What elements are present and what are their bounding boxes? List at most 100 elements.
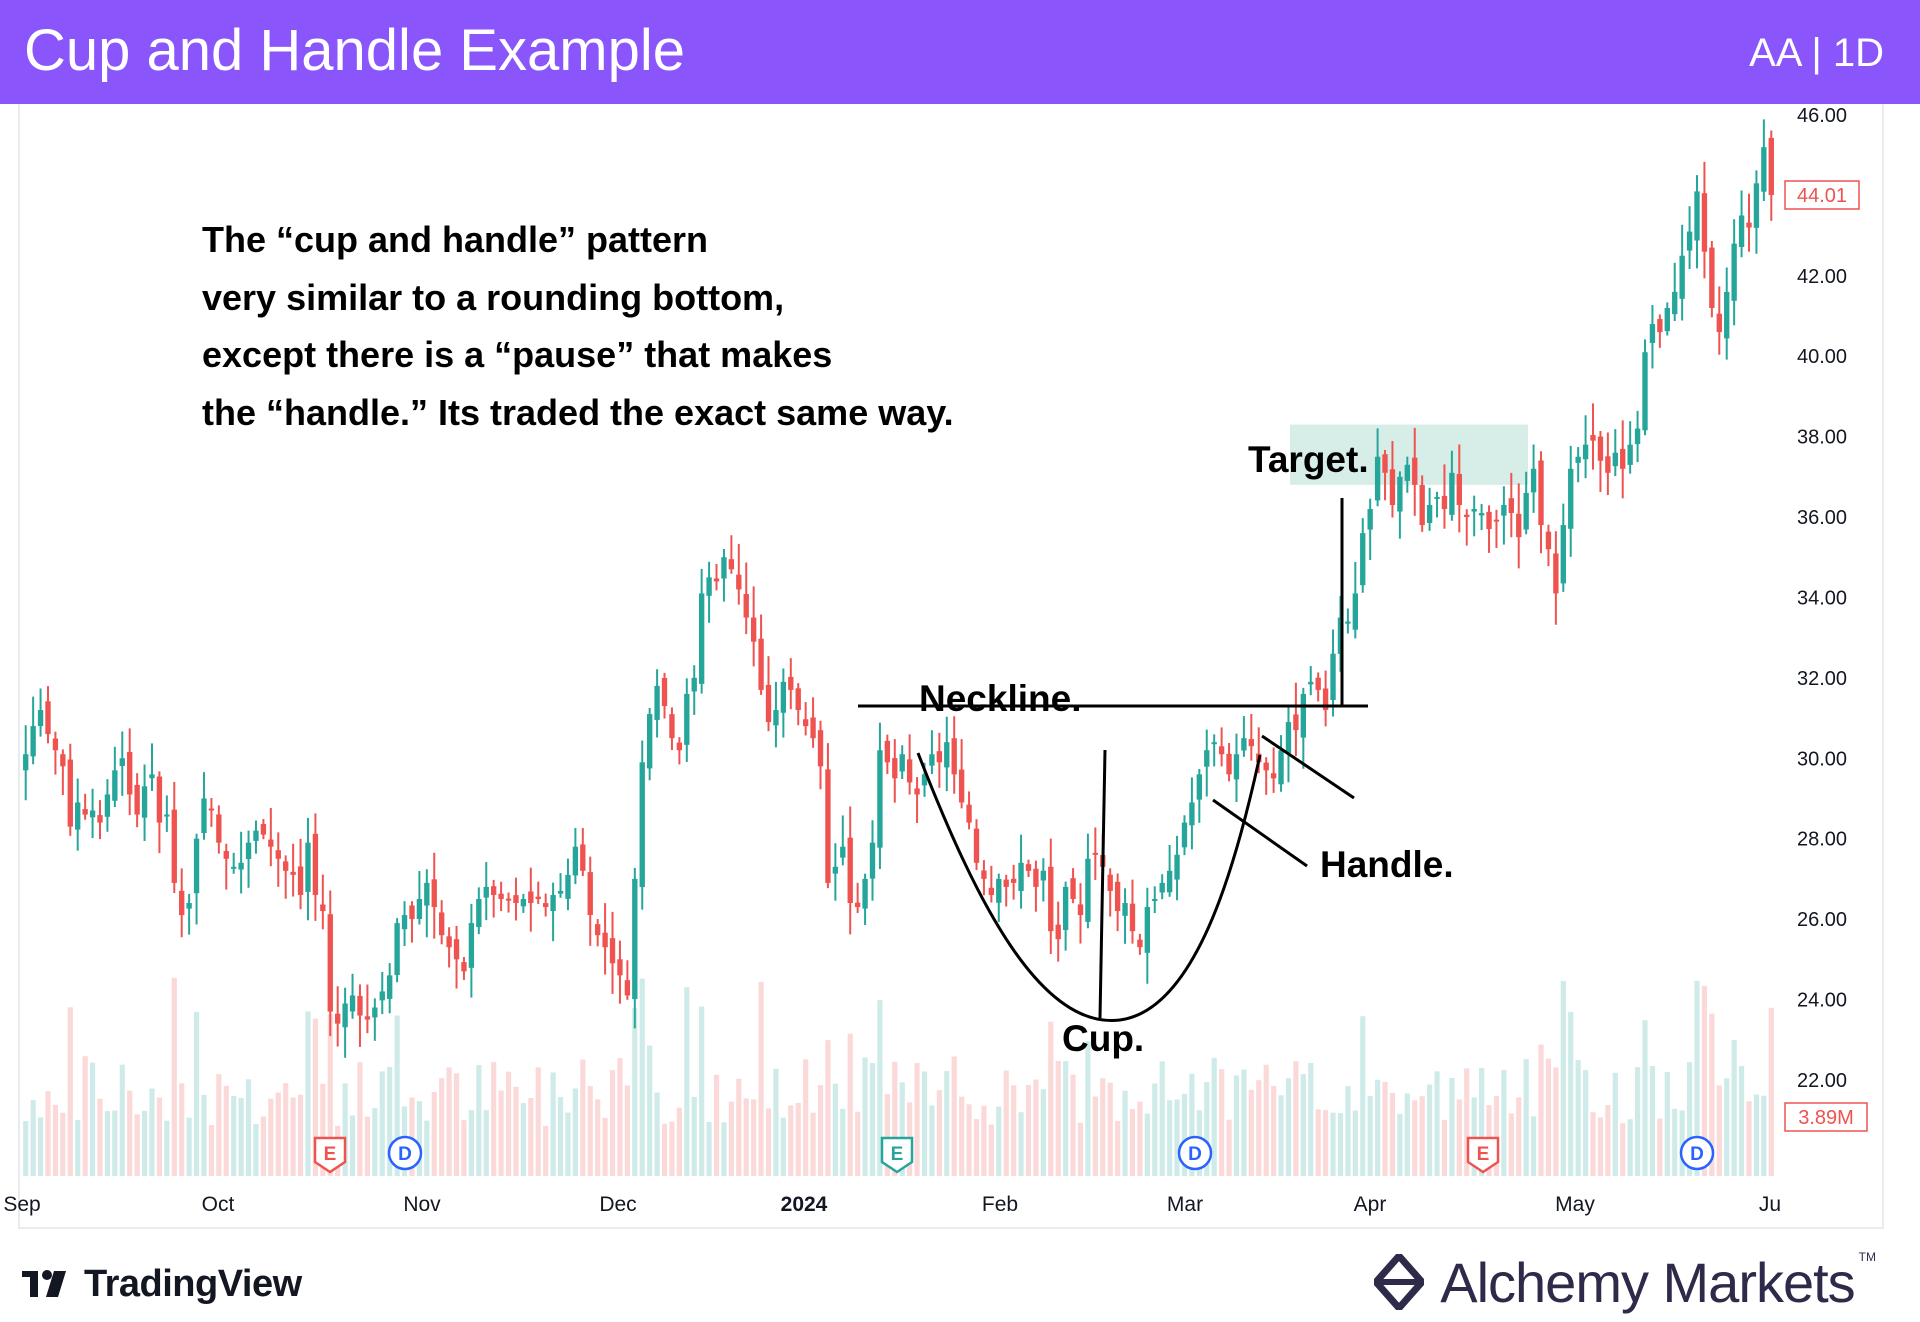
volume-bar xyxy=(164,1120,170,1176)
volume-bar xyxy=(1397,1113,1403,1176)
candle-body xyxy=(1003,879,1009,887)
candle-body xyxy=(884,740,891,763)
volume-bar xyxy=(543,1125,549,1176)
candle-body xyxy=(1114,881,1121,912)
candle-body xyxy=(713,578,720,582)
last-volume-label: 3.89M xyxy=(1798,1107,1854,1129)
volume-bar xyxy=(639,978,645,1176)
volume-bar xyxy=(751,1099,757,1176)
volume-bar xyxy=(981,1105,987,1176)
volume-bar xyxy=(260,1116,267,1176)
candle-body xyxy=(572,846,579,876)
candle-body xyxy=(156,776,163,823)
candle-body xyxy=(892,758,898,779)
candle-body xyxy=(899,754,905,772)
volume-bar xyxy=(721,1122,727,1176)
volume-bar xyxy=(1724,1078,1730,1176)
earnings-icon-label: E xyxy=(324,1144,337,1165)
candle-body xyxy=(401,915,408,930)
volume-bar xyxy=(632,1007,638,1176)
volume-bar xyxy=(550,1072,556,1176)
candle-body xyxy=(1367,509,1373,530)
volume-bar xyxy=(431,1091,437,1176)
price-axis: 46.00 44.01 42.00 40.00 38.00 36.00 34.00 32.00… xyxy=(1784,105,1868,1132)
volume-bar xyxy=(817,1085,824,1176)
volume-bar xyxy=(1367,1096,1373,1176)
candle-body xyxy=(1464,514,1470,518)
volume-bar xyxy=(1263,1064,1269,1176)
candle-body xyxy=(661,677,668,706)
volume-bar xyxy=(1360,1016,1366,1176)
candle-body xyxy=(505,898,512,901)
volume-bar xyxy=(1100,1078,1106,1176)
volume-bar xyxy=(1419,1096,1425,1176)
candle-body xyxy=(1270,773,1277,779)
volume-bar xyxy=(297,1094,304,1176)
candle-body xyxy=(869,842,876,879)
time-tick-label: Ju xyxy=(1759,1193,1781,1216)
volume-bar xyxy=(45,1091,51,1176)
candle-body xyxy=(802,719,809,727)
candle-body xyxy=(1233,754,1240,780)
candle-body xyxy=(550,894,556,912)
volume-bar xyxy=(996,1106,1002,1176)
candle-body xyxy=(535,896,541,899)
volume-bar xyxy=(461,1120,467,1176)
candle-body xyxy=(1605,456,1611,473)
candle-body xyxy=(914,788,920,795)
price-tick-label: 30.00 xyxy=(1797,748,1847,770)
candle-body xyxy=(929,754,935,766)
candle-body xyxy=(431,879,437,908)
price-tick-label: 28.00 xyxy=(1797,829,1847,851)
volume-bar xyxy=(1746,1101,1752,1176)
volume-bar xyxy=(1070,1074,1076,1176)
volume-bar xyxy=(1620,1123,1626,1176)
symbol-interval: AA | 1D xyxy=(1749,31,1884,75)
volume-bar xyxy=(1753,1094,1760,1176)
candle-body xyxy=(1062,886,1069,931)
volume-bar xyxy=(736,1078,742,1176)
price-tick-label: 36.00 xyxy=(1797,507,1847,529)
candle-body xyxy=(840,846,846,858)
candle-body xyxy=(127,752,133,795)
candle-body xyxy=(602,932,608,948)
volume-bar xyxy=(60,1112,66,1176)
volume-bar xyxy=(1174,1099,1180,1176)
volume-bar xyxy=(959,1096,965,1176)
candle-body xyxy=(594,924,601,936)
volume-bar xyxy=(134,1114,140,1176)
candle-body xyxy=(1010,878,1017,883)
page-title: Cup and Handle Example xyxy=(24,18,685,83)
volume-bar xyxy=(1003,1070,1009,1176)
volume-bar xyxy=(647,1045,653,1176)
chart-frame xyxy=(18,104,1884,1229)
volume-bar xyxy=(795,1102,801,1176)
candle-body xyxy=(89,810,96,818)
volume-bar xyxy=(1271,1085,1277,1176)
description-line-3: except there is a “pause” that makes xyxy=(202,334,832,375)
candle-body xyxy=(1419,485,1425,526)
volume-bar xyxy=(966,1104,972,1176)
time-tick-label: Nov xyxy=(403,1193,441,1216)
candle-body xyxy=(1412,457,1418,485)
volume-bar xyxy=(1389,1092,1396,1176)
volume-bar xyxy=(201,1094,207,1176)
handle-line-upper xyxy=(1261,734,1355,800)
volume-bar xyxy=(973,1119,980,1176)
candle-body xyxy=(1033,868,1039,887)
candle-body xyxy=(1107,874,1113,891)
description-line-2: very similar to a rounding bottom, xyxy=(202,277,784,318)
candle-body xyxy=(364,1016,371,1020)
volume-bar xyxy=(1761,1095,1767,1176)
time-tick-label: Sep xyxy=(3,1193,40,1216)
time-axis: Sep Oct Nov Dec 2024 Feb Mar Apr May Ju xyxy=(3,1193,1781,1216)
candle-body xyxy=(245,842,252,859)
volume-bar xyxy=(1412,1100,1418,1176)
candle-body xyxy=(921,774,928,786)
candle-body xyxy=(1434,496,1440,499)
header-banner: Cup and Handle Example AA | 1D xyxy=(0,0,1920,104)
candle-body xyxy=(795,688,801,711)
candle-body xyxy=(854,902,861,908)
candle-body xyxy=(988,887,995,895)
candle-body xyxy=(1597,436,1604,461)
